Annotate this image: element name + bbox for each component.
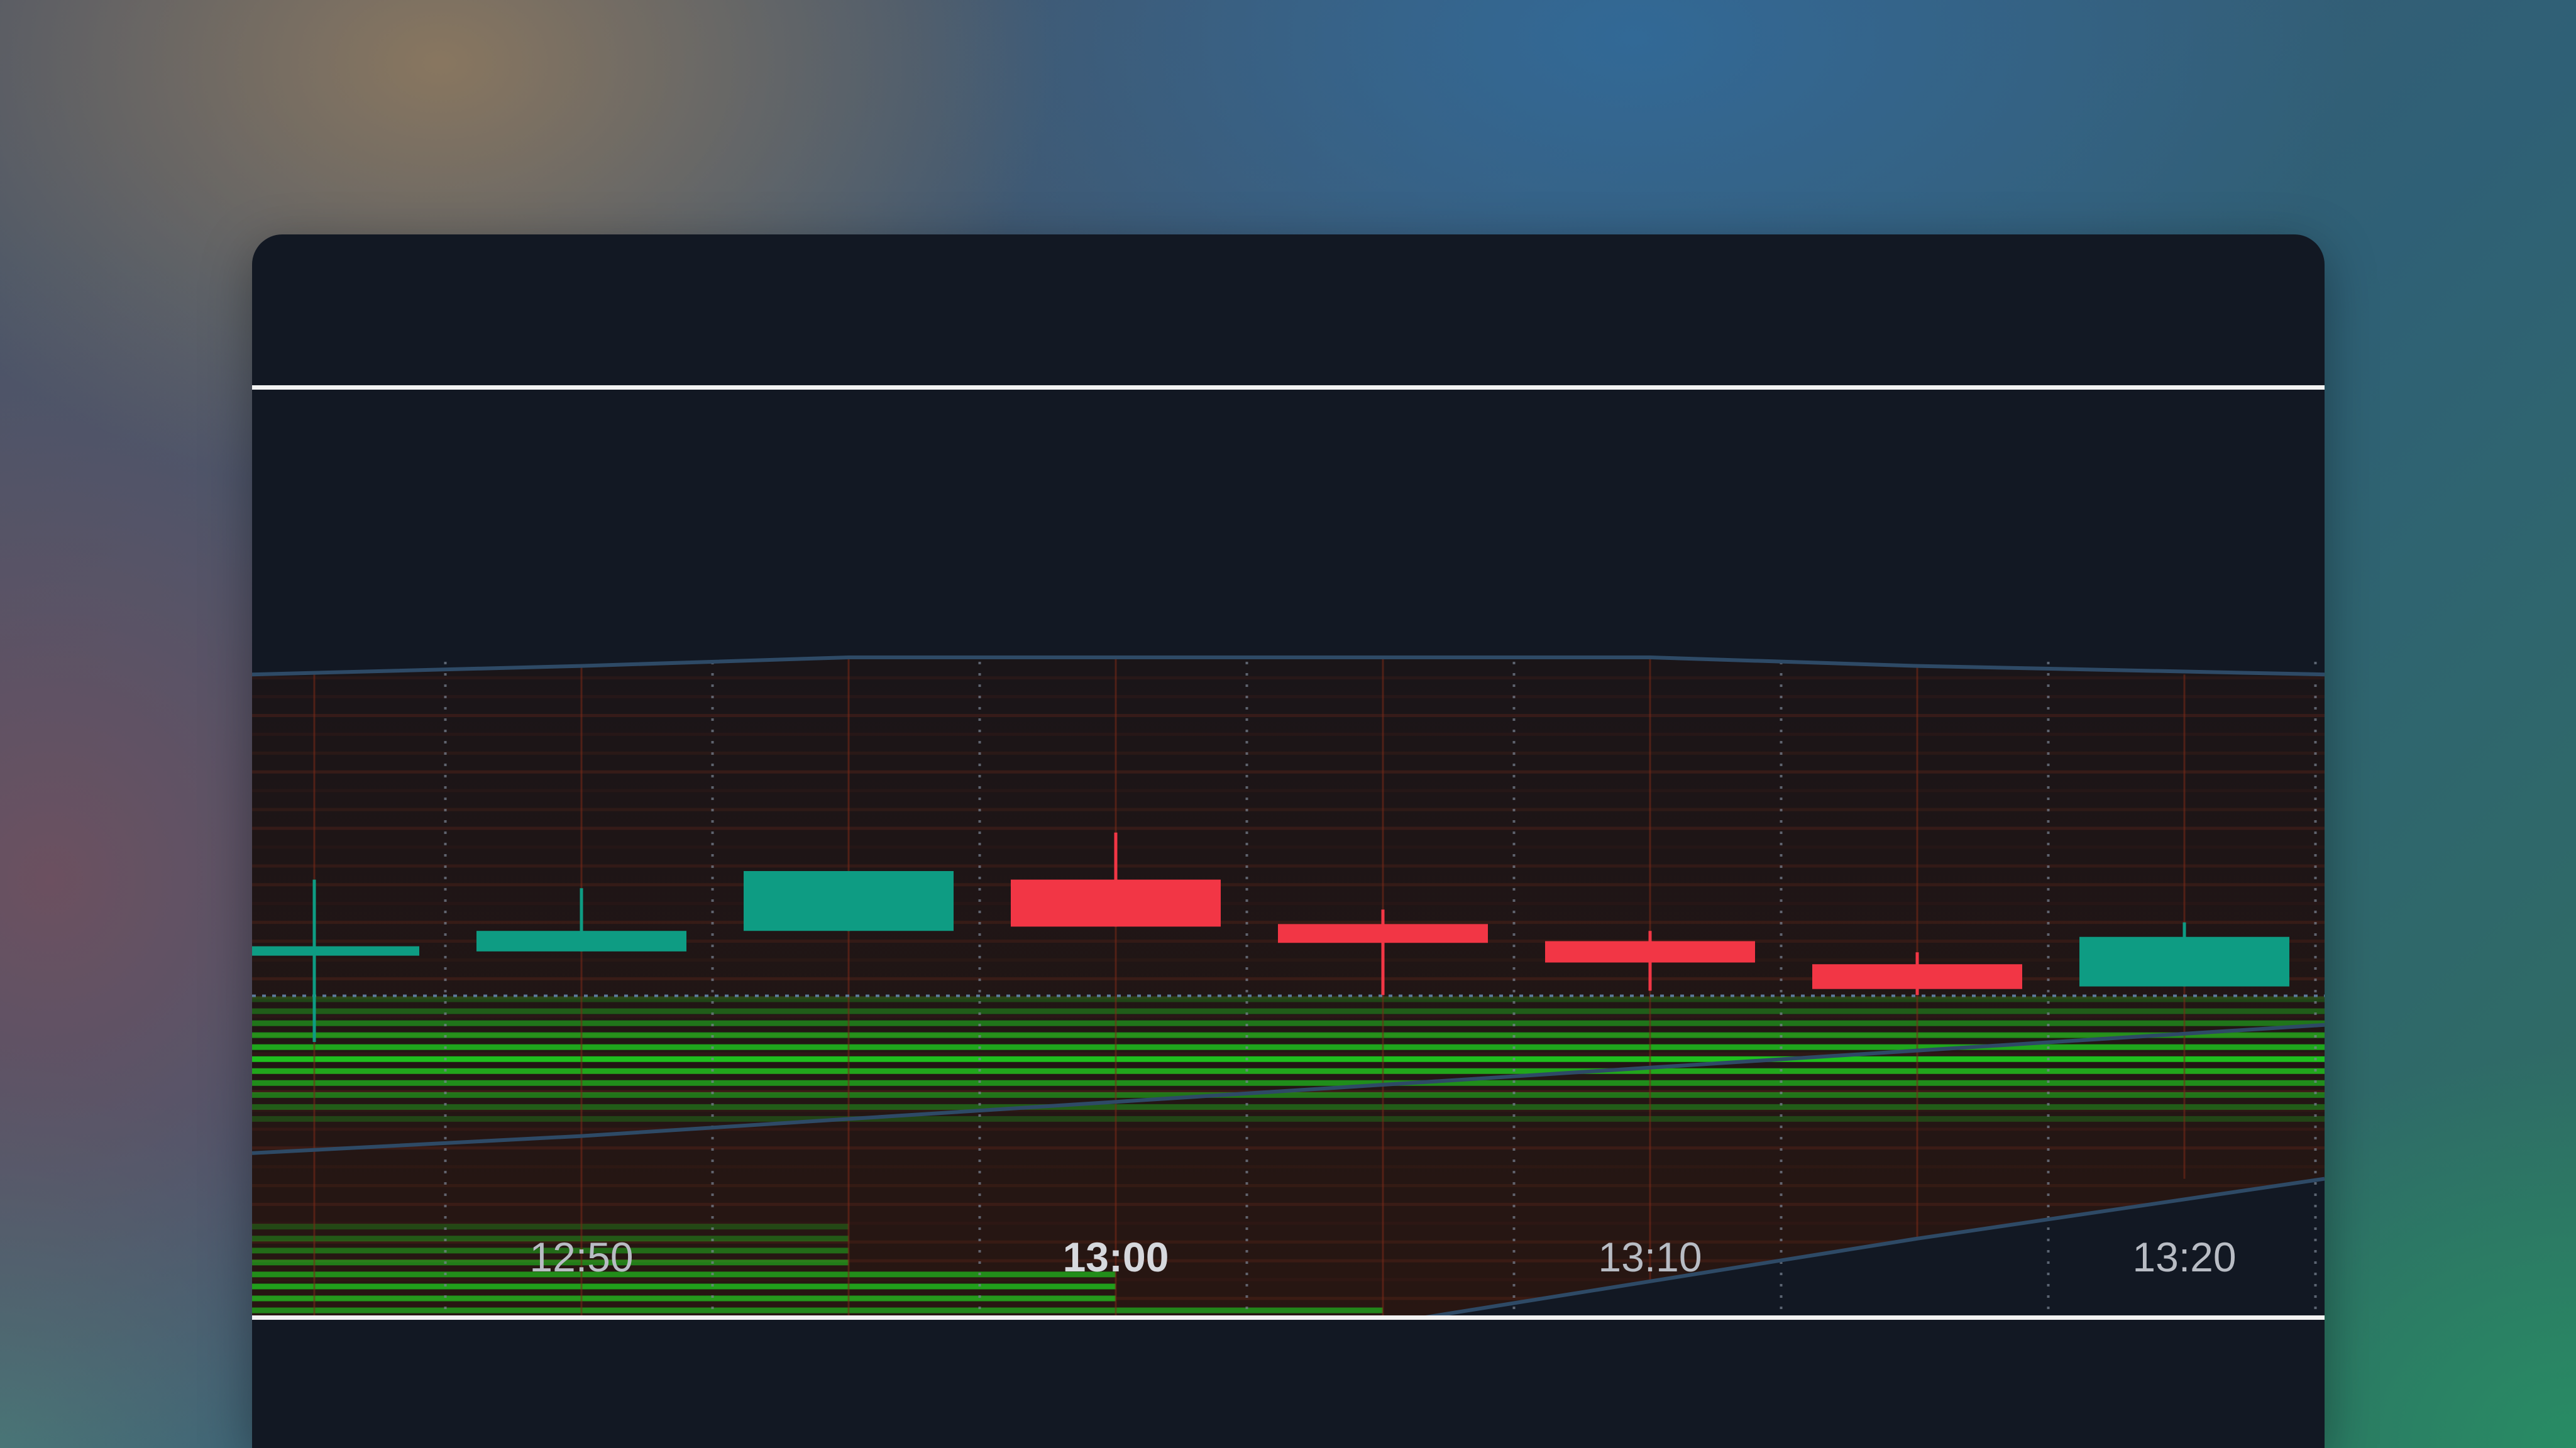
volume-heatmap xyxy=(252,657,2325,1315)
x-tick-label: 13:10 xyxy=(1598,1234,1702,1280)
heatmap-envelope-fill xyxy=(252,657,2325,1315)
candles xyxy=(252,832,2289,1042)
x-tick-label: 13:00 xyxy=(1063,1234,1169,1280)
candle-body xyxy=(744,871,954,931)
envelope-upper-line xyxy=(252,655,2325,677)
chart-card: 12:50 13:00 13:10 13:20 xyxy=(252,234,2325,1448)
candle-body xyxy=(252,946,419,956)
candlestick-chart[interactable]: 12:50 13:00 13:10 13:20 xyxy=(252,234,2325,1448)
envelope-lower-line xyxy=(1425,1176,2325,1315)
divider-bottom xyxy=(252,1315,2325,1320)
x-axis-ticks: 12:50 13:00 13:10 13:20 xyxy=(529,1234,2236,1280)
candle-body xyxy=(1545,941,1755,963)
candle-body xyxy=(1278,924,1488,943)
candle-body xyxy=(476,931,686,952)
x-tick-label: 13:20 xyxy=(2132,1234,2236,1280)
vertical-gridlines xyxy=(313,657,2317,1315)
candle-body xyxy=(2079,936,2289,987)
divider-top xyxy=(252,385,2325,390)
x-tick-label: 12:50 xyxy=(529,1234,633,1280)
trend-lines xyxy=(252,655,2325,1315)
candle-body xyxy=(1011,879,1221,927)
below-envelope-fill xyxy=(252,1178,2325,1315)
price-trend-line xyxy=(252,1023,2325,1155)
candle-body xyxy=(1812,964,2022,989)
